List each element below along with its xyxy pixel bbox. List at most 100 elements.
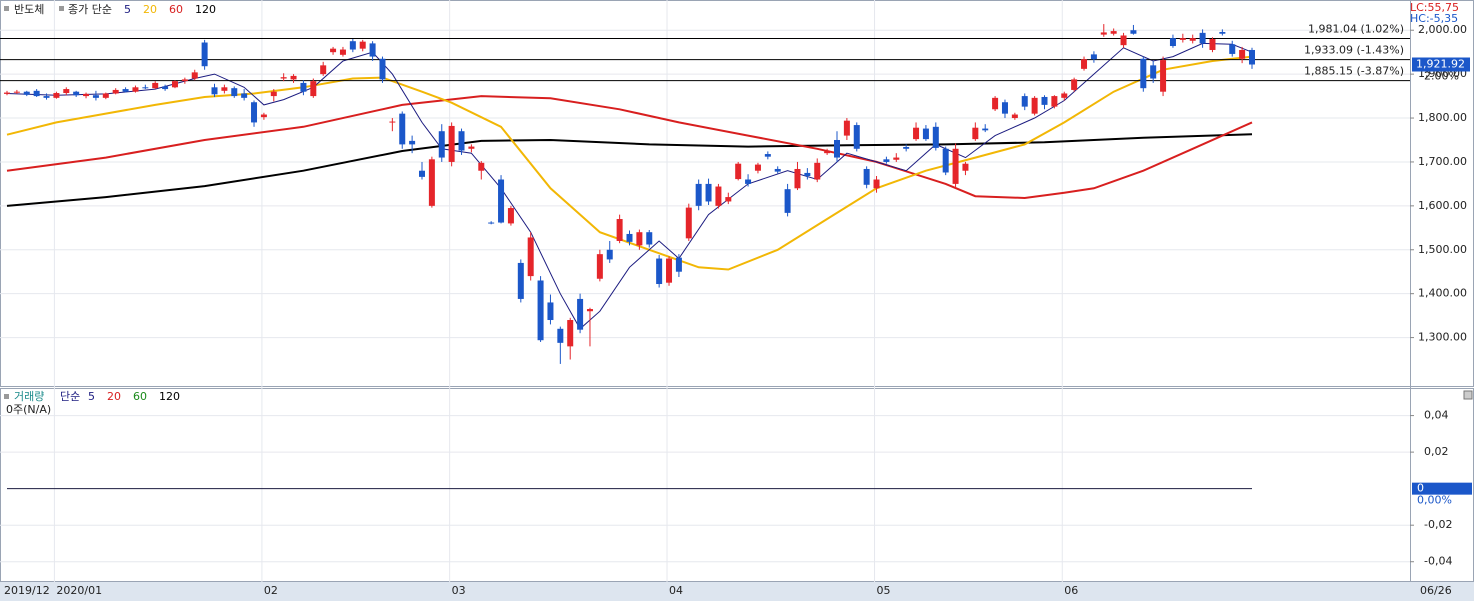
- candle-body: [1081, 59, 1088, 69]
- candle-body: [1229, 44, 1236, 54]
- candle-body: [122, 89, 129, 92]
- candle-body: [1179, 38, 1186, 40]
- y-tick-label: 1,500.00: [1418, 243, 1467, 256]
- candle-body: [1001, 102, 1008, 114]
- candle-body: [695, 183, 702, 206]
- x-tick-label: 05: [877, 584, 891, 597]
- candle-body: [962, 163, 969, 171]
- legend-title: 반도체: [14, 3, 44, 16]
- candle-body: [369, 43, 376, 57]
- candle-body: [339, 49, 346, 55]
- candle-body: [142, 87, 149, 89]
- date-axis: [0, 582, 1474, 601]
- x-end-label: 06/26: [1420, 584, 1452, 597]
- candle-body: [804, 172, 811, 176]
- candle-body: [903, 147, 910, 149]
- candle-body: [379, 58, 386, 80]
- candle-body: [547, 302, 554, 321]
- x-tick-label: 06: [1064, 584, 1078, 597]
- legend-entry: 60: [169, 3, 183, 16]
- candle-body: [932, 126, 939, 148]
- x-tick-label: 02: [264, 584, 278, 597]
- candle-body: [893, 157, 900, 160]
- candle-body: [102, 93, 109, 98]
- candle-body: [992, 97, 999, 110]
- y-tick-label: -0,04: [1424, 555, 1452, 568]
- candle-body: [201, 42, 208, 67]
- candle-body: [1239, 49, 1246, 59]
- ma-line: [6, 42, 1253, 330]
- candle-body: [853, 125, 860, 149]
- candle-body: [596, 254, 603, 279]
- candle-body: [1160, 60, 1167, 92]
- y-tick-label: 0,04: [1424, 409, 1449, 422]
- candle-body: [132, 87, 139, 92]
- candle-body: [715, 186, 722, 206]
- candle-body: [626, 233, 633, 242]
- candle-body: [1209, 39, 1216, 50]
- candle-body: [863, 168, 870, 185]
- candle-body: [498, 179, 505, 223]
- candle-body: [162, 86, 169, 90]
- candle-body: [458, 131, 465, 151]
- candle-body: [754, 164, 761, 171]
- candle-body: [1041, 96, 1048, 105]
- last-price-box: [1412, 57, 1470, 72]
- candle-body: [1021, 96, 1028, 107]
- candle-body: [241, 93, 248, 98]
- hc-label: HC:-5,35: [1410, 12, 1458, 25]
- candle-body: [438, 131, 445, 158]
- candle-body: [1130, 30, 1137, 34]
- price-line-label: 1,981.04 (1.02%): [1308, 23, 1404, 36]
- candle-body: [527, 237, 534, 277]
- x-tick-label: 2020/01: [56, 584, 102, 597]
- candle-body: [260, 114, 267, 118]
- x-tick-label: 2019/12: [4, 584, 50, 597]
- candle-body: [1090, 54, 1097, 60]
- candle-body: [419, 170, 425, 177]
- candle-body: [251, 102, 258, 123]
- close-icon[interactable]: [1463, 390, 1473, 400]
- legend-entry: 120: [195, 3, 216, 16]
- candle-body: [794, 168, 801, 189]
- zero-label: 0: [1417, 482, 1424, 495]
- candle-body: [537, 280, 544, 341]
- candle-body: [280, 77, 287, 79]
- candle-body: [73, 91, 80, 96]
- candle-body: [1140, 58, 1147, 89]
- legend-entry: 120: [159, 390, 180, 403]
- candle-body: [745, 179, 752, 184]
- candle-body: [1011, 114, 1018, 119]
- ma-line: [6, 95, 1253, 200]
- candle-body: [735, 163, 742, 180]
- y-tick-label: 1,800.00: [1418, 111, 1467, 124]
- candle-body: [922, 128, 929, 140]
- legend-entry: 60: [133, 390, 147, 403]
- legend-icon: [4, 6, 9, 11]
- candle-body: [468, 146, 475, 149]
- candle-body: [33, 90, 40, 97]
- candle-body: [725, 197, 732, 202]
- pct-label: -2.00%: [1420, 70, 1459, 83]
- y-tick-label: 1,300.00: [1418, 331, 1467, 344]
- legend-entry: 5: [124, 3, 131, 16]
- candle-body: [4, 92, 10, 94]
- candle-body: [764, 154, 771, 157]
- x-tick-label: 04: [669, 584, 683, 597]
- candle-body: [557, 328, 564, 343]
- candle-body: [675, 257, 682, 272]
- candle-body: [152, 82, 159, 89]
- candle-body: [774, 168, 781, 172]
- candle-body: [1071, 79, 1078, 90]
- candle-body: [606, 249, 613, 260]
- candle-body: [1169, 38, 1176, 47]
- candle-body: [428, 159, 435, 206]
- candle-body: [1031, 97, 1038, 114]
- candle-body: [112, 89, 119, 94]
- candle-body: [92, 95, 99, 98]
- legend-entry: 20: [107, 390, 121, 403]
- candle-body: [507, 208, 514, 224]
- candle-body: [834, 139, 840, 158]
- candle-body: [83, 93, 90, 97]
